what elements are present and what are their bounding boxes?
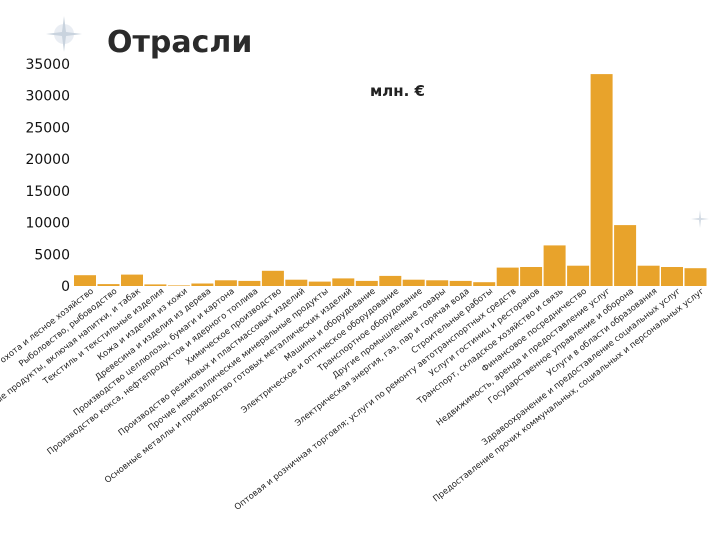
y-tick-label: 0 [61, 279, 70, 295]
bar [214, 280, 237, 286]
bar [637, 265, 660, 286]
y-tick-label: 25000 [25, 120, 70, 136]
y-tick-label: 15000 [25, 184, 70, 200]
bar [144, 284, 167, 286]
bar [191, 283, 214, 286]
y-tick-label: 5000 [34, 247, 70, 263]
chart-title: Отрасли [107, 25, 252, 60]
bar [238, 280, 261, 286]
bar [261, 270, 284, 286]
bar [167, 285, 190, 286]
bar [449, 280, 472, 286]
y-tick-label: 20000 [25, 152, 70, 168]
bar [614, 225, 637, 286]
bar [402, 279, 425, 286]
x-axis: Сельское хозяйство, охота и лесное хозяй… [0, 286, 707, 513]
y-axis: 0 5000 10000 15000 20000 25000 30000 35000 [25, 57, 70, 295]
y-tick-label: 30000 [25, 89, 70, 105]
bar [332, 278, 355, 286]
bar [426, 280, 449, 286]
bar [684, 268, 707, 286]
bars [74, 74, 707, 286]
bar [520, 267, 543, 286]
bar [379, 275, 402, 286]
y-tick-label: 35000 [25, 57, 70, 73]
decoration [46, 16, 709, 228]
unit-label: млн. € [370, 82, 425, 100]
bar [567, 265, 590, 286]
bar [285, 279, 308, 286]
bar [590, 74, 613, 286]
bar [97, 284, 120, 286]
bar [74, 275, 96, 286]
bar [661, 267, 683, 286]
bar [496, 267, 519, 286]
bar [473, 282, 496, 286]
bar [355, 280, 378, 286]
bar [543, 245, 566, 286]
y-tick-label: 10000 [25, 216, 70, 232]
bar [308, 281, 331, 286]
bar [121, 274, 143, 286]
